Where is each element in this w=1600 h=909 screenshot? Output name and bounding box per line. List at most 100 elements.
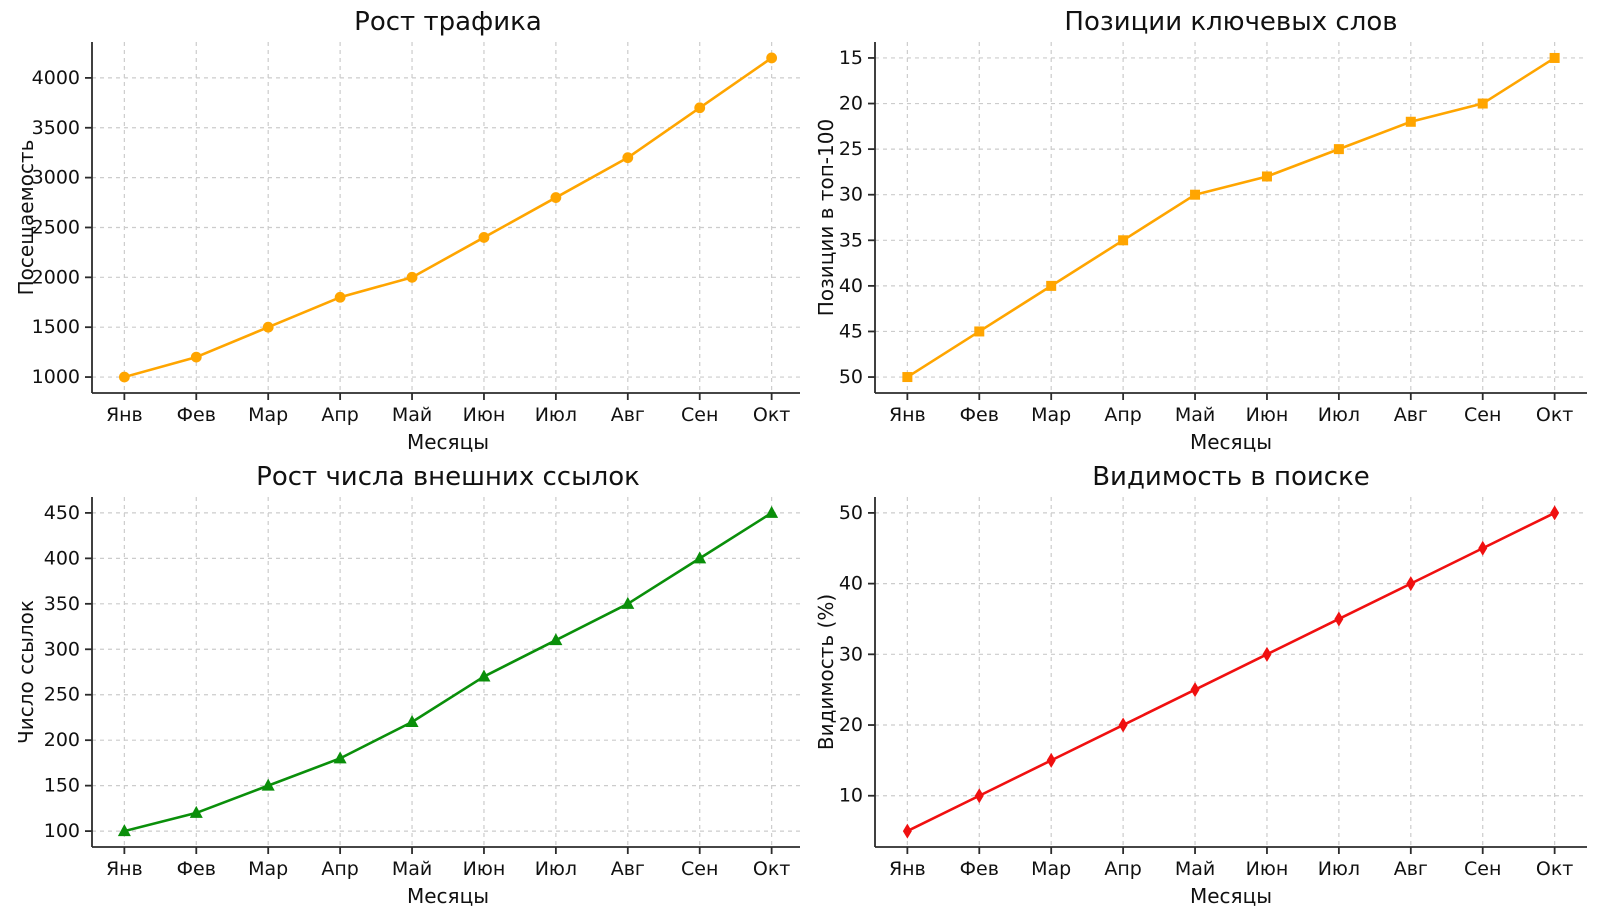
y-axis-label: Посещаемость <box>14 140 38 296</box>
data-point-marker <box>1046 280 1057 291</box>
data-point-marker <box>117 824 131 837</box>
series-line <box>123 511 773 833</box>
chart-title: Рост числа внешних ссылок <box>256 462 640 492</box>
x-tick-label: Фев <box>177 404 216 426</box>
series-line <box>123 56 773 379</box>
x-tick-label: Фев <box>177 858 216 880</box>
series-line <box>906 511 1556 833</box>
y-tick-label: 400 <box>44 547 80 569</box>
x-axis-label: Месяцы <box>1190 430 1272 454</box>
data-point-marker <box>1118 717 1128 733</box>
data-point-marker <box>1405 116 1416 127</box>
x-tick-label: Сен <box>1464 404 1501 426</box>
x-tick-label: Мар <box>1031 404 1071 426</box>
x-tick-label: Фев <box>960 858 999 880</box>
x-tick-label: Июн <box>1246 404 1289 426</box>
x-tick-label: Май <box>392 404 432 426</box>
y-tick-label: 2000 <box>32 266 80 288</box>
y-tick-label: 15 <box>839 47 863 69</box>
chart-title: Рост трафика <box>354 7 542 37</box>
data-point-marker <box>1262 646 1272 662</box>
data-point-marker <box>765 505 779 518</box>
x-tick-label: Июн <box>463 404 506 426</box>
x-tick-label: Апр <box>321 858 358 880</box>
x-tick-label: Янв <box>889 404 926 426</box>
y-tick-label: 50 <box>839 502 863 524</box>
data-point-marker <box>902 823 912 839</box>
y-axis-label: Число ссылок <box>14 600 38 744</box>
data-point-marker <box>693 551 707 564</box>
data-point-marker <box>1333 144 1344 155</box>
x-tick-label: Янв <box>106 858 143 880</box>
x-tick-label: Май <box>392 858 432 880</box>
x-tick-label: Май <box>1175 404 1215 426</box>
y-tick-label: 35 <box>839 229 863 251</box>
x-tick-label: Июн <box>1246 858 1289 880</box>
x-tick-label: Авг <box>611 404 645 426</box>
x-tick-label: Окт <box>1536 858 1574 880</box>
data-point-marker <box>1118 235 1129 246</box>
x-tick-label: Июл <box>1318 858 1360 880</box>
x-tick-label: Сен <box>1464 858 1501 880</box>
series-line <box>906 56 1556 379</box>
subplot-backlinks-growth: 100 150 200 250 300 350 400 450 Янв Фев Мар Апр Май И… <box>0 455 800 909</box>
y-tick-label: 1000 <box>32 366 80 388</box>
data-point-marker <box>694 102 706 114</box>
data-point-marker <box>1190 682 1200 698</box>
y-tick-label: 10 <box>839 785 863 807</box>
y-tick-label: 450 <box>44 502 80 524</box>
data-point-marker <box>1406 576 1416 592</box>
y-tick-label: 30 <box>839 184 863 206</box>
x-tick-label: Янв <box>106 404 143 426</box>
chart-title: Позиции ключевых слов <box>1064 7 1397 37</box>
data-point-marker <box>261 778 275 791</box>
y-tick-label: 40 <box>839 573 863 595</box>
data-point-marker <box>405 715 419 727</box>
data-point-marker <box>1046 752 1056 768</box>
data-point-marker <box>549 633 563 646</box>
y-axis-label: Позиции в топ-100 <box>814 119 838 316</box>
x-tick-label: Мар <box>248 858 288 880</box>
data-point-marker <box>550 192 562 203</box>
subplot-traffic-growth: 1000 1500 2000 2500 3000 3500 4000 Янв Фев Мар Апр… <box>0 0 800 455</box>
y-tick-label: 250 <box>44 684 80 706</box>
data-point-marker <box>262 321 274 333</box>
y-tick-label: 50 <box>839 366 863 388</box>
y-axis-label: Видимость (%) <box>814 594 838 750</box>
y-tick-label: 350 <box>44 593 80 615</box>
data-point-marker <box>902 372 913 383</box>
chart-canvas-keyword-positions: 15 20 25 30 35 40 45 50 Янв Фев Мар Апр Май Июн Июл Авг… <box>814 7 1587 454</box>
data-point-marker <box>1261 171 1272 182</box>
x-tick-label: Янв <box>889 858 926 880</box>
y-tick-label: 150 <box>44 775 80 797</box>
data-point-marker <box>622 152 634 164</box>
x-tick-label: Сен <box>681 404 718 426</box>
data-point-marker <box>766 52 778 64</box>
y-tick-label: 2500 <box>32 216 80 238</box>
data-point-marker <box>477 669 491 682</box>
y-tick-label: 3000 <box>32 167 80 189</box>
subplot-search-visibility: 10 20 30 40 50 Янв Фев Мар Апр Май Июн Июл Авг Сен Окт… <box>800 455 1600 909</box>
x-tick-label: Авг <box>1394 858 1428 880</box>
subplot-keyword-positions: 15 20 25 30 35 40 45 50 Янв Фев Мар Апр Май Июн Июл Авг… <box>800 0 1600 455</box>
y-tick-label: 200 <box>44 729 80 751</box>
data-point-marker <box>1477 98 1488 109</box>
data-point-marker <box>334 291 346 303</box>
x-tick-label: Июн <box>463 858 506 880</box>
data-point-marker <box>1550 505 1560 521</box>
x-tick-label: Сен <box>681 858 718 880</box>
chart-canvas-search-visibility: 10 20 30 40 50 Янв Фев Мар Апр Май Июн Июл Авг Сен Окт… <box>814 462 1587 908</box>
data-point-marker <box>406 271 418 283</box>
data-point-marker <box>190 351 202 363</box>
x-tick-label: Авг <box>611 858 645 880</box>
data-point-marker <box>1334 611 1344 627</box>
x-tick-label: Окт <box>753 404 791 426</box>
x-tick-label: Май <box>1175 858 1215 880</box>
x-tick-label: Мар <box>248 404 288 426</box>
y-tick-label: 1500 <box>32 316 80 338</box>
chart-canvas-backlinks-growth: 100 150 200 250 300 350 400 450 Янв Фев Мар Апр Май И… <box>14 462 800 908</box>
data-point-marker <box>1190 189 1201 200</box>
x-tick-label: Авг <box>1394 404 1428 426</box>
data-point-marker <box>333 751 347 764</box>
chart-canvas-traffic-growth: 1000 1500 2000 2500 3000 3500 4000 Янв Фев Мар Апр… <box>14 7 800 454</box>
